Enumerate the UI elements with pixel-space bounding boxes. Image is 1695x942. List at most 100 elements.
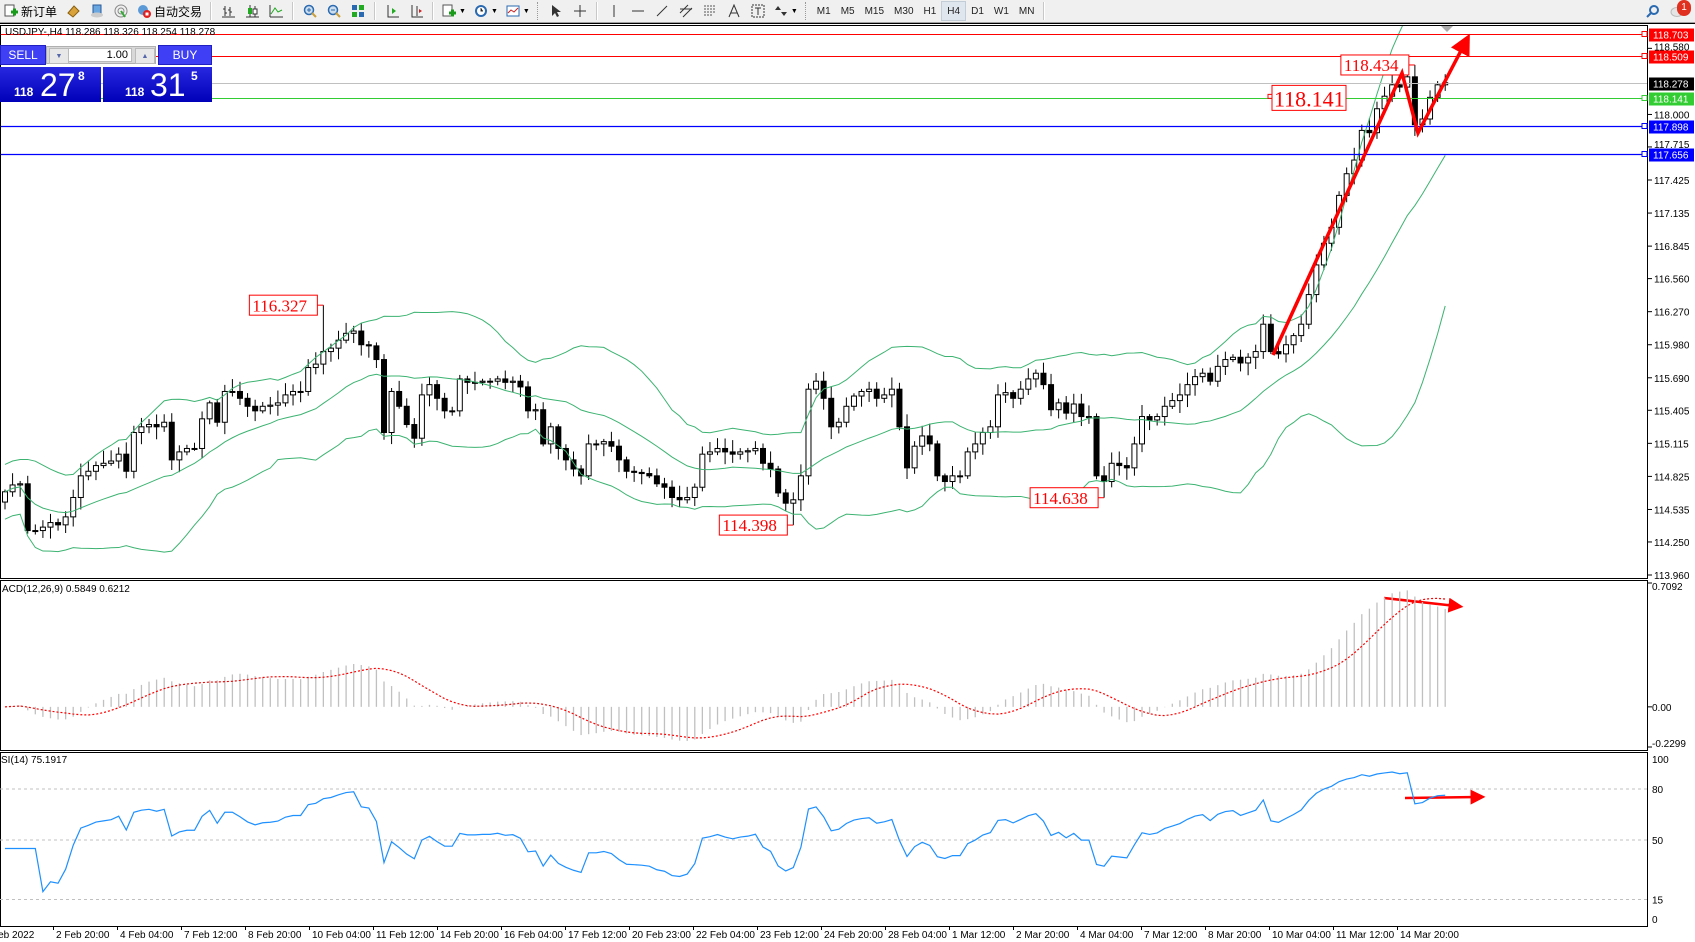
indicators-button[interactable]: ▼ — [438, 1, 470, 21]
bear-candle — [244, 397, 251, 407]
market-watch-button[interactable] — [61, 1, 85, 21]
buy-price-prefix: 118 — [125, 85, 145, 99]
price-tick-label: 117.425 — [1654, 176, 1690, 187]
rsi-tick-label: 80 — [1652, 785, 1664, 796]
bull-candle — [987, 426, 994, 434]
bull-candle — [866, 388, 873, 392]
fibonacci-button[interactable] — [698, 1, 722, 21]
macd-tick-label: 0.7092 — [1652, 582, 1683, 593]
bear-candle — [653, 475, 660, 485]
timeframe-m15[interactable]: M15 — [864, 5, 885, 17]
crosshair-button[interactable] — [568, 1, 592, 21]
time-label: 14 Feb 20:00 — [440, 930, 499, 941]
autoscroll-button[interactable] — [380, 1, 404, 21]
time-label: 11 Mar 12:00 — [1336, 930, 1395, 941]
symbol-info: USDJPY-,H4 118.286 118.326 118.254 118.2… — [5, 27, 216, 38]
sell-price-pip: 8 — [78, 69, 85, 83]
lot-input[interactable] — [68, 48, 132, 62]
trendline-button[interactable] — [650, 1, 674, 21]
horizontal-line-button[interactable] — [626, 1, 650, 21]
bull-candle — [77, 475, 84, 498]
buy-price[interactable]: 118 31 5 — [103, 67, 212, 103]
vertical-line-button[interactable] — [602, 1, 626, 21]
timeframe-h1[interactable]: H1 — [923, 5, 937, 17]
toolbar-grip — [804, 2, 809, 20]
channel-icon — [679, 4, 693, 18]
price-tick-label: 118.580 — [1654, 42, 1690, 53]
candlestick-chart-button[interactable] — [240, 1, 264, 21]
bull-candle — [282, 394, 289, 404]
buy-button[interactable]: BUY — [158, 45, 212, 65]
main-plot: 116.327 114.398 114.638 118.434 118.141 — [1, 26, 1647, 553]
signals-button[interactable] — [109, 1, 133, 21]
sell-button[interactable]: SELL — [0, 45, 46, 65]
text-label-button[interactable] — [746, 1, 770, 21]
tile-windows-icon — [351, 4, 365, 18]
tile-windows-button[interactable] — [346, 1, 370, 21]
auto-trading-icon — [137, 4, 152, 18]
price-tick-label: 115.115 — [1654, 439, 1689, 450]
timeframe-m30[interactable]: M30 — [894, 5, 914, 17]
timeframe-w1[interactable]: W1 — [993, 5, 1009, 17]
bear-candle — [396, 390, 403, 407]
search-icon — [1646, 4, 1660, 18]
price-tick-label: 117.715 — [1654, 140, 1690, 151]
time-label: 2 Mar 20:00 — [1016, 930, 1070, 941]
chart-shift-marker — [1441, 26, 1453, 32]
line-chart-button[interactable] — [264, 1, 288, 21]
chart-shift-button[interactable] — [404, 1, 428, 21]
bull-candle — [972, 443, 979, 453]
bull-candle — [858, 390, 865, 397]
equidistant-channel-button[interactable] — [674, 1, 698, 21]
timeframe-mn[interactable]: MN — [1018, 5, 1035, 17]
periods-button[interactable]: ▼ — [470, 1, 502, 21]
new-order-button[interactable]: 新订单 — [0, 1, 61, 21]
bear-candle — [1010, 392, 1017, 399]
bar-chart-button[interactable] — [216, 1, 240, 21]
bull-candle — [426, 384, 433, 396]
text-button[interactable] — [722, 1, 746, 21]
zoom-in-button[interactable] — [298, 1, 322, 21]
bull-candle — [1070, 403, 1077, 414]
zoom-out-button[interactable] — [322, 1, 346, 21]
bear-candle — [236, 390, 243, 399]
bear-candle — [517, 380, 524, 388]
bull-candle — [805, 388, 812, 477]
timeframe-h4[interactable]: H4 — [941, 1, 967, 21]
lot-increase-button[interactable]: ▲ — [135, 48, 155, 64]
sell-price-prefix: 118 — [14, 85, 34, 99]
bear-candle — [676, 496, 683, 501]
bear-candle — [1237, 356, 1244, 364]
bull-candle — [957, 475, 964, 478]
bull-candle — [684, 496, 691, 501]
arrows-button[interactable]: ▼ — [770, 1, 802, 21]
notifications-button[interactable]: 1 — [1665, 0, 1691, 21]
cursor-icon — [549, 4, 563, 18]
sell-price-big: 27 — [40, 67, 76, 103]
cursor-button[interactable] — [544, 1, 568, 21]
templates-button[interactable]: ▼ — [502, 1, 534, 21]
vertical-line-icon — [607, 4, 621, 18]
timeframe-m1[interactable]: M1 — [816, 5, 831, 17]
bear-candle — [1267, 323, 1274, 353]
lot-decrease-button[interactable]: ▼ — [49, 48, 69, 64]
auto-trading-button[interactable]: 自动交易 — [133, 1, 206, 21]
toolbar-separator — [1043, 2, 1046, 20]
sell-price[interactable]: 118 27 8 — [0, 67, 101, 103]
timeframe-m5[interactable]: M5 — [840, 5, 855, 17]
bear-candle — [828, 397, 835, 428]
time-label: Feb 2022 — [0, 930, 35, 941]
bull-candle — [1176, 394, 1183, 402]
timeframe-d1[interactable]: D1 — [971, 5, 984, 17]
data-window-button[interactable] — [85, 1, 109, 21]
search-button[interactable] — [1641, 1, 1665, 21]
bear-candle — [381, 359, 387, 434]
bull-candle — [994, 394, 1001, 428]
text-icon — [727, 3, 741, 18]
time-label: 23 Feb 12:00 — [760, 930, 819, 941]
bull-candle — [479, 380, 486, 383]
extreme-label: 116.327 — [252, 296, 307, 315]
bull-candle — [843, 405, 850, 423]
bear-candle — [608, 441, 615, 447]
